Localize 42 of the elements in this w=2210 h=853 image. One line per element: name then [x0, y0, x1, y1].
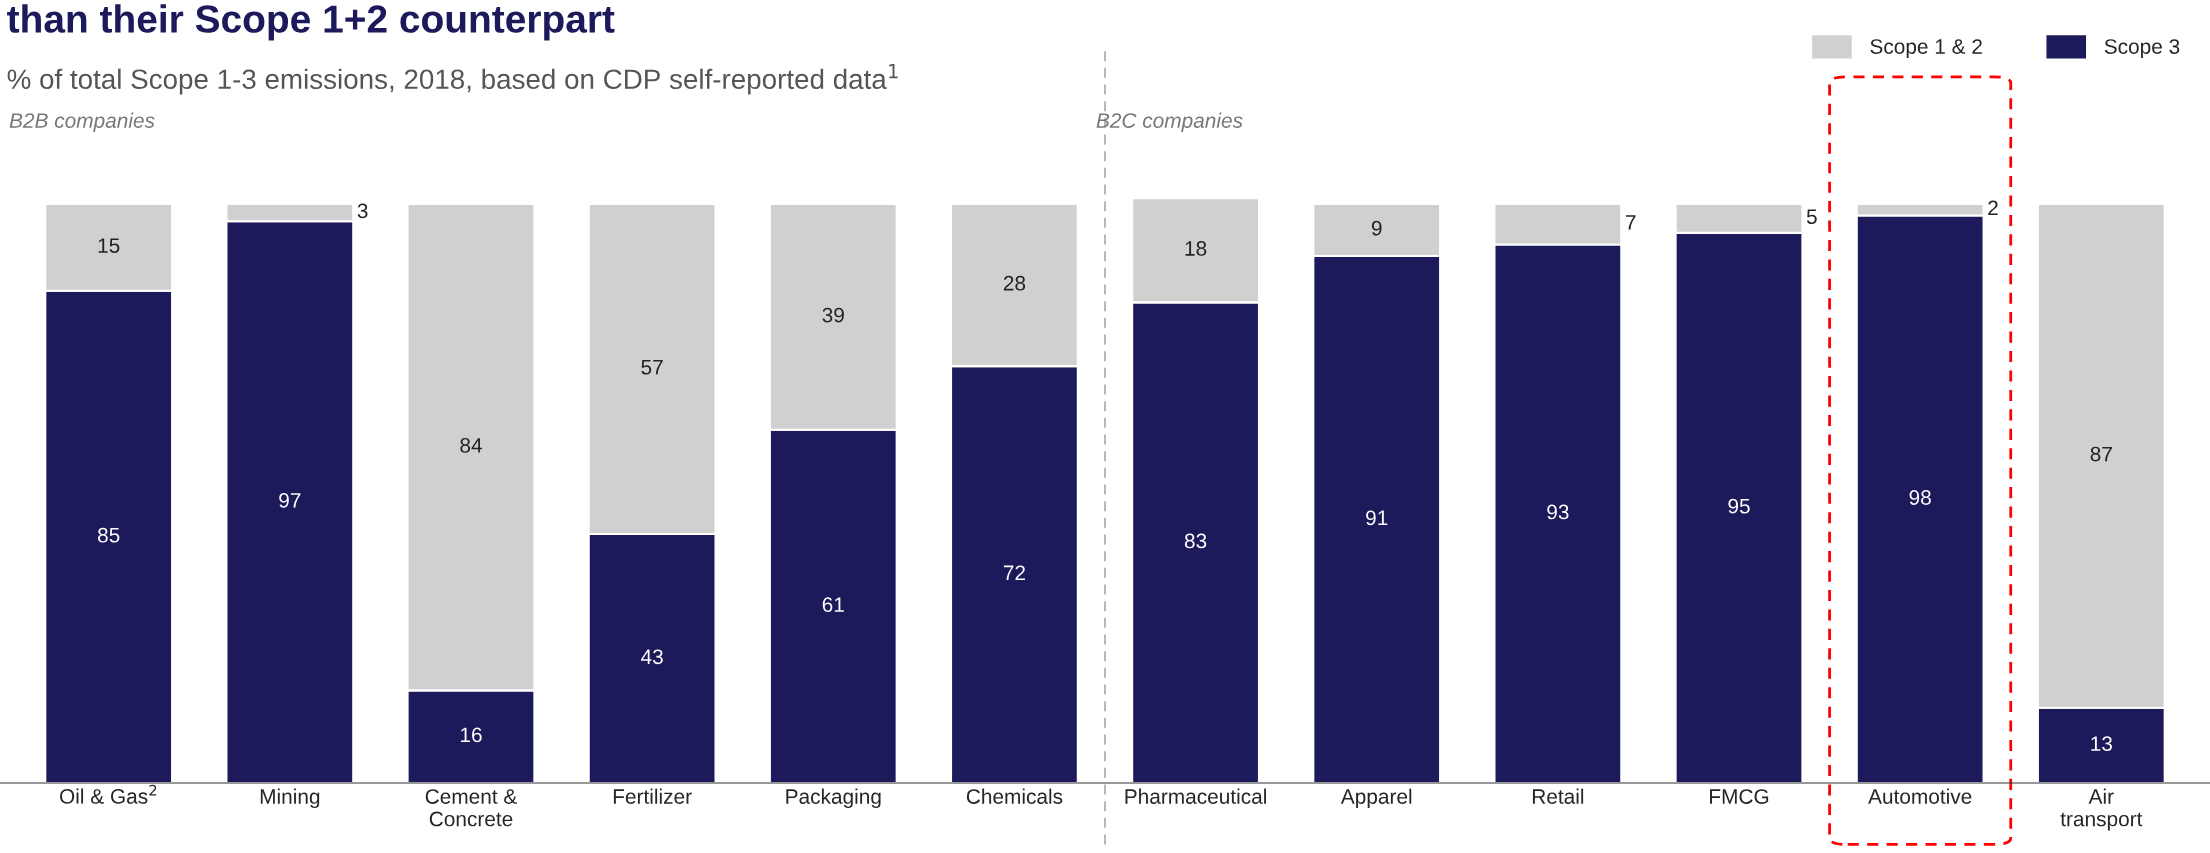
legend-label: Scope 3 [2104, 39, 2180, 59]
x-tick-label: Retail [1532, 788, 1584, 804]
data-label: 7 [1625, 215, 1636, 230]
data-label: 13 [2091, 736, 2112, 751]
x-tick-label: Mining [260, 788, 320, 809]
data-label: 91 [1366, 510, 1388, 526]
x-tick-label: Cement & Concrete [425, 789, 517, 827]
x-tick-label: Fertilizer [613, 788, 692, 804]
data-label: 95 [1728, 498, 1750, 514]
x-tick-label: Oil & Gas$^{2}$ [59, 784, 157, 804]
x-tick-label: Automotive [1868, 788, 1972, 804]
data-label: 57 [641, 360, 663, 375]
chart-title: than their Scope 1+2 counterpart [7, 4, 615, 41]
data-label: 98 [1909, 490, 1931, 505]
data-label: 5 [1806, 209, 1817, 224]
data-label: 9 [1371, 220, 1382, 236]
data-label: 72 [1003, 565, 1025, 580]
chart-subtitle: % of total Scope 1-3 emissions, 2018, based on CDP self-reported data$^{1}$ [7, 63, 898, 95]
x-tick-label: Pharmaceutical [1125, 788, 1266, 804]
data-label: 15 [98, 238, 120, 253]
data-label: 85 [98, 527, 120, 543]
x-tick-label: FMCG [1710, 789, 1769, 804]
data-label: 61 [822, 597, 844, 613]
data-label: 43 [641, 649, 663, 665]
data-label: 28 [1003, 275, 1026, 291]
x-tick-label: Chemicals [966, 788, 1063, 804]
data-label: 3 [357, 203, 368, 219]
data-label: 97 [279, 493, 301, 508]
x-tick-label: Apparel [1340, 788, 1412, 809]
data-label: 87 [2090, 446, 2112, 462]
data-label: 93 [1547, 504, 1569, 520]
data-label: 39 [822, 307, 844, 323]
data-label: 16 [460, 727, 482, 743]
text: B2B companies [9, 112, 155, 133]
legend-label: Scope 1 & 2 [1870, 39, 1982, 59]
data-label: 18 [1185, 241, 1207, 256]
text: B2C companies [1096, 112, 1243, 133]
x-tick-label: Packaging [786, 788, 881, 809]
data-label: 83 [1184, 533, 1207, 549]
data-label: 2 [1988, 200, 1998, 216]
data-label: 84 [460, 438, 482, 453]
x-tick-label: Air transport [2060, 788, 2143, 831]
